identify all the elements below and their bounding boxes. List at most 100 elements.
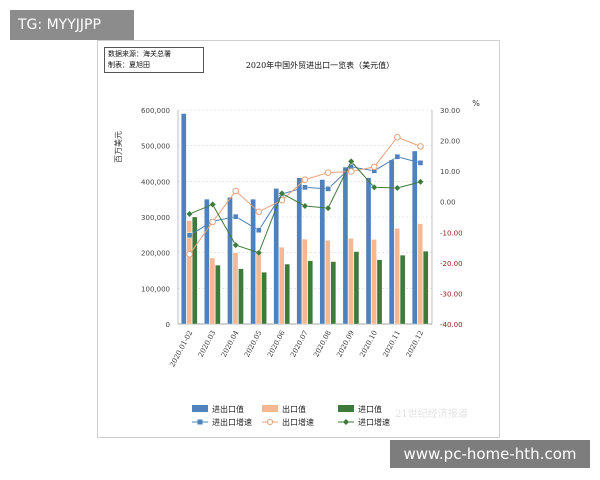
x-tick-label: 2020.12 (405, 329, 426, 358)
bar (417, 223, 423, 325)
point-marker (370, 183, 378, 191)
bar (284, 263, 290, 325)
bar (394, 228, 400, 325)
line-series-1 (186, 153, 424, 239)
source-box: 数据来源：海关总署 制表：夏旭田 (104, 47, 204, 73)
bar (232, 252, 239, 325)
point-marker (255, 249, 263, 257)
legend-label: 进出口增速 (212, 417, 252, 427)
point-marker (186, 232, 193, 239)
x-tick-label: 2020.09 (335, 329, 356, 358)
x-tick-label: 2020.03 (197, 329, 218, 358)
bar (319, 179, 325, 325)
bar-series-2 (186, 220, 423, 325)
x-tick-label: 2020.04 (220, 329, 241, 359)
bar (412, 150, 418, 325)
point-marker (325, 186, 331, 192)
y-right-tick-label: 30.00 (440, 107, 460, 115)
point-marker (232, 187, 240, 195)
y-right-tick-label: -40.00 (440, 321, 463, 329)
y-left-tick-label: 0 (166, 321, 170, 329)
bar (215, 264, 221, 325)
y-left-tick-label: 600,000 (141, 107, 170, 115)
point-marker (302, 184, 308, 191)
legend-label: 出口值 (282, 404, 306, 414)
bar (209, 257, 216, 325)
point-marker (186, 250, 193, 258)
x-tick-label: 2020.10 (358, 329, 379, 358)
bar-series-1 (181, 113, 418, 325)
point-marker (232, 213, 239, 220)
point-marker (209, 200, 217, 208)
bar (353, 251, 360, 325)
line-series-2 (186, 133, 424, 258)
author-line: 制表：夏旭田 (108, 61, 150, 69)
line-series-3 (186, 157, 424, 257)
y-right-tick-label: -10.00 (440, 229, 463, 237)
legend-label: 出口增速 (282, 417, 314, 427)
point-marker (324, 169, 332, 176)
y-left-tick-label: 500,000 (141, 143, 170, 151)
legend-swatch (262, 405, 278, 412)
point-marker (416, 178, 424, 186)
bar (255, 250, 262, 325)
bar (330, 261, 336, 325)
watermark-logo-text: 21世纪经济报道 (395, 409, 468, 420)
point-marker (301, 202, 309, 210)
watermark-url: www.pc-home-hth.com (390, 440, 590, 468)
bar (365, 177, 372, 325)
point-marker (417, 143, 424, 150)
bar (296, 177, 302, 325)
bar (302, 238, 308, 325)
x-tick-label: 2020.01-02 (168, 329, 194, 368)
point-marker (394, 133, 401, 141)
x-tick-label: 2020.08 (312, 329, 333, 358)
bar (238, 268, 244, 325)
bar (192, 216, 198, 325)
point-marker (186, 210, 194, 218)
y-left-tick-label: 300,000 (141, 214, 170, 222)
bar (376, 259, 383, 325)
point-marker (393, 184, 401, 192)
bar (342, 166, 349, 325)
bar (227, 197, 233, 325)
legend-label: 进口增速 (358, 417, 390, 427)
y-left-tick-label: 200,000 (141, 250, 170, 258)
bar (325, 240, 331, 325)
source-line: 数据来源：海关总署 (108, 50, 171, 58)
y-left-tick-label: 100,000 (141, 285, 170, 293)
bar (371, 239, 377, 325)
bar (204, 199, 210, 325)
x-tick-label: 2020.07 (289, 329, 310, 358)
bar (388, 159, 395, 325)
bar (307, 260, 313, 325)
bar (279, 247, 285, 325)
y-right-axis-label: % (472, 99, 480, 108)
y-left-axis-label: 百万美元 (113, 131, 123, 163)
y-left-tick-label: 400,000 (141, 178, 170, 186)
chart-title: 2020年中国外贸进出口一览表（美元值） (245, 61, 395, 70)
x-tick-label: 2020.05 (243, 329, 264, 358)
y-right-tick-label: 20.00 (440, 138, 460, 146)
bar (261, 272, 267, 325)
tag-badge: TG: MYYJJPP (10, 10, 134, 40)
point-marker (324, 204, 332, 212)
point-marker (255, 227, 262, 233)
bar (399, 255, 406, 325)
series-line (189, 136, 421, 255)
legend-label: 进口值 (358, 404, 382, 414)
bar-series-3 (192, 216, 429, 325)
legend-swatch (192, 405, 208, 412)
point-marker (278, 189, 286, 197)
legend-label: 进出口值 (212, 404, 244, 414)
bar (273, 188, 279, 325)
x-tick-label: 2020.11 (381, 329, 402, 358)
legend-swatch (338, 405, 354, 412)
point-marker (347, 157, 355, 165)
y-right-tick-label: 10.00 (440, 168, 460, 176)
bar (423, 251, 429, 325)
point-marker (370, 163, 378, 171)
bar (348, 238, 354, 325)
